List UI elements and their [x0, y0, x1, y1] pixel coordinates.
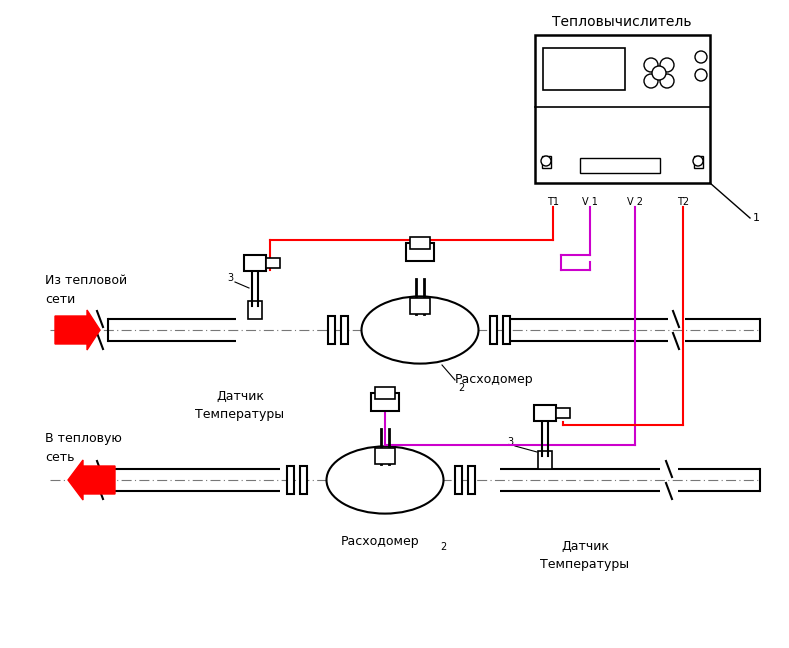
- Bar: [328, 316, 335, 344]
- Circle shape: [652, 66, 666, 80]
- Circle shape: [644, 74, 658, 88]
- Circle shape: [541, 156, 551, 166]
- Bar: [542, 156, 551, 168]
- Text: Датчик
Температуры: Датчик Температуры: [196, 390, 285, 421]
- Bar: [543, 48, 625, 90]
- Bar: [556, 408, 570, 418]
- Circle shape: [660, 74, 674, 88]
- Polygon shape: [68, 460, 115, 500]
- Bar: [341, 316, 348, 344]
- Bar: [406, 243, 434, 261]
- Bar: [535, 35, 710, 183]
- Bar: [410, 237, 430, 249]
- Bar: [694, 156, 703, 168]
- Text: 3: 3: [507, 437, 513, 447]
- Text: T1: T1: [547, 197, 559, 207]
- Circle shape: [644, 58, 658, 72]
- Text: 3: 3: [227, 273, 233, 283]
- Bar: [490, 316, 497, 344]
- Circle shape: [695, 51, 707, 63]
- Bar: [410, 298, 430, 314]
- Bar: [468, 466, 475, 494]
- Bar: [538, 451, 552, 469]
- Text: 2: 2: [440, 542, 447, 552]
- Ellipse shape: [327, 446, 443, 514]
- Text: В тепловую
сеть: В тепловую сеть: [45, 432, 122, 464]
- Text: Из тепловой
сети: Из тепловой сети: [45, 274, 127, 306]
- Text: 1: 1: [753, 213, 760, 223]
- Text: 2: 2: [458, 383, 464, 393]
- Bar: [244, 255, 266, 271]
- Bar: [673, 333, 679, 349]
- Polygon shape: [55, 310, 100, 350]
- Ellipse shape: [361, 296, 478, 364]
- Bar: [371, 393, 399, 411]
- Text: Расходомер: Расходомер: [455, 373, 533, 386]
- Bar: [300, 466, 307, 494]
- Bar: [375, 387, 395, 399]
- Text: Тепловычислитель: Тепловычислитель: [552, 15, 692, 29]
- Text: T2: T2: [677, 197, 689, 207]
- Bar: [666, 483, 672, 499]
- Bar: [248, 301, 262, 319]
- Circle shape: [660, 58, 674, 72]
- Text: V 2: V 2: [627, 197, 643, 207]
- Bar: [97, 333, 103, 349]
- Text: Датчик
Температуры: Датчик Температуры: [540, 540, 630, 571]
- Bar: [455, 466, 462, 494]
- Circle shape: [695, 69, 707, 81]
- Bar: [266, 258, 280, 268]
- Text: Расходомер: Расходомер: [341, 535, 419, 548]
- Bar: [503, 316, 510, 344]
- Text: V 1: V 1: [582, 197, 598, 207]
- Bar: [97, 483, 103, 499]
- Circle shape: [693, 156, 703, 166]
- Bar: [375, 448, 395, 464]
- Bar: [534, 405, 556, 421]
- Bar: [580, 158, 660, 173]
- Bar: [287, 466, 294, 494]
